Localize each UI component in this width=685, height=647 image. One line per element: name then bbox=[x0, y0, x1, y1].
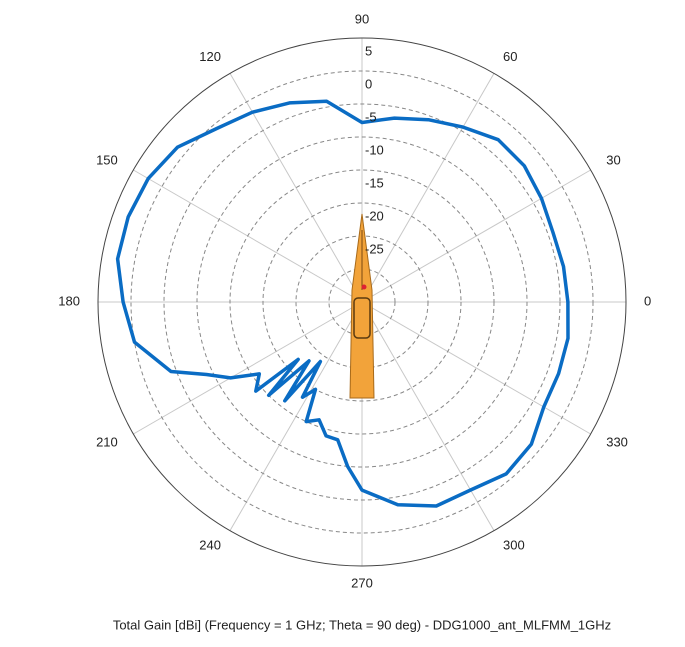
labels: 0 30 60 90 120 150 180 210 240 270 300 330 5 0 -5 -10 -1… bbox=[58, 11, 651, 590]
angle-tick-label: 30 bbox=[606, 152, 620, 167]
angle-grid-line bbox=[361, 301, 591, 435]
radial-grid-circle bbox=[262, 202, 462, 402]
angle-tick-label: 300 bbox=[503, 538, 525, 553]
angle-tick-label: 120 bbox=[199, 49, 221, 64]
grid bbox=[97, 37, 627, 567]
radial-grid-circle bbox=[130, 70, 594, 534]
gain-curve bbox=[115, 99, 570, 508]
radial-grid-circle bbox=[229, 169, 495, 435]
chart-title: Total Gain [dBi] (Frequency = 1 GHz; The… bbox=[113, 617, 611, 632]
radial-grid-circle bbox=[163, 103, 561, 501]
ship-hull bbox=[349, 213, 375, 399]
radial-grid-circle bbox=[196, 136, 528, 468]
radial-tick-label: -25 bbox=[365, 241, 384, 256]
angle-grid-line bbox=[229, 73, 363, 303]
antenna-model bbox=[349, 213, 375, 399]
angle-tick-label: 210 bbox=[96, 434, 118, 449]
angle-tick-label: 90 bbox=[355, 11, 369, 26]
antenna-feed bbox=[361, 284, 367, 290]
angle-tick-label: 0 bbox=[644, 293, 651, 308]
angle-tick-label: 330 bbox=[606, 434, 628, 449]
radial-tick-label: 5 bbox=[365, 43, 372, 58]
radial-tick-label: -20 bbox=[365, 208, 384, 223]
radial-tick-label: -5 bbox=[365, 109, 377, 124]
angle-tick-label: 180 bbox=[58, 293, 80, 308]
angle-tick-label: 150 bbox=[96, 152, 118, 167]
radial-tick-label: -15 bbox=[365, 175, 384, 190]
curves bbox=[115, 99, 570, 508]
angle-grid-line bbox=[361, 301, 495, 531]
angle-grid-line bbox=[361, 73, 495, 303]
angle-tick-label: 270 bbox=[351, 575, 373, 590]
ship-deck bbox=[353, 297, 371, 339]
angle-tick-label: 60 bbox=[503, 49, 517, 64]
angle-tick-label: 240 bbox=[199, 538, 221, 553]
radial-tick-label: -10 bbox=[365, 142, 384, 157]
radial-tick-label: 0 bbox=[365, 76, 372, 91]
radial-grid-circle bbox=[97, 37, 627, 567]
